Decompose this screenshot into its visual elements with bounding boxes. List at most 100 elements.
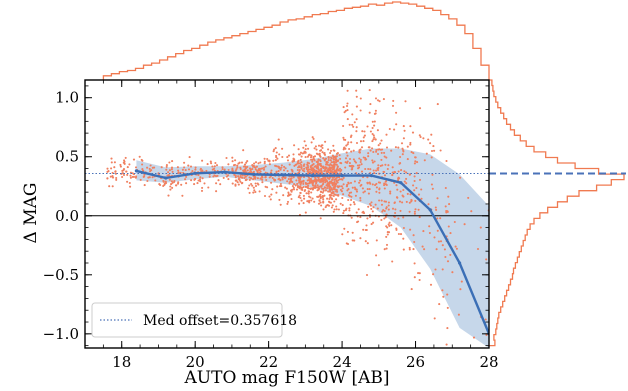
scatter-point: [286, 169, 289, 173]
scatter-point: [412, 248, 415, 251]
scatter-point: [414, 156, 417, 159]
scatter-point: [298, 162, 301, 165]
scatter-point: [304, 189, 307, 192]
scatter-point: [292, 158, 295, 161]
scatter-point: [326, 187, 329, 190]
scatter-point: [141, 163, 144, 166]
scatter-point: [294, 184, 297, 187]
scatter-point: [129, 185, 132, 188]
scatter-point: [310, 158, 313, 161]
scatter-point: [316, 195, 319, 198]
scatter-point: [406, 192, 409, 195]
scatter-point: [325, 162, 328, 165]
scatter-point: [302, 194, 305, 197]
scatter-point: [382, 170, 385, 173]
scatter-point: [444, 186, 447, 190]
scatter-point: [242, 149, 245, 152]
scatter-point: [386, 167, 389, 171]
scatter-point: [258, 167, 261, 170]
scatter-point: [408, 248, 411, 251]
scatter-point: [371, 120, 374, 123]
scatter-point: [393, 128, 396, 131]
scatter-point: [301, 169, 304, 172]
scatter-point: [459, 288, 462, 291]
scatter-point: [325, 160, 329, 163]
scatter-point: [394, 211, 397, 215]
scatter-point: [310, 199, 313, 202]
scatter-point: [336, 152, 339, 155]
scatter-point: [408, 201, 411, 204]
scatter-point: [196, 182, 199, 185]
median-point: [281, 173, 285, 177]
scatter-point: [352, 149, 355, 152]
scatter-point: [368, 215, 372, 219]
legend-box: [91, 302, 283, 338]
scatter-point: [414, 199, 417, 202]
scatter-point: [453, 220, 456, 224]
scatter-point: [288, 182, 291, 185]
scatter-point: [401, 201, 404, 204]
scatter-point: [278, 167, 281, 170]
scatter-point: [259, 170, 262, 173]
scatter-point: [322, 208, 325, 211]
scatter-point: [402, 216, 405, 219]
scatter-point: [281, 155, 284, 159]
scatter-point: [321, 146, 324, 150]
scatter-point: [308, 179, 311, 182]
x-axis-ticks: 18 20 22 24 26 28: [84, 80, 499, 371]
scatter-point: [198, 178, 202, 181]
scatter-point: [413, 162, 416, 165]
scatter-point: [303, 163, 306, 166]
scatter-point: [358, 149, 361, 152]
scatter-point: [423, 248, 426, 251]
scatter-point: [250, 182, 253, 186]
scatter-point: [187, 168, 191, 171]
scatter-point: [289, 193, 292, 196]
scatter-point: [275, 151, 278, 154]
scatter-point: [476, 247, 480, 251]
scatter-point: [242, 169, 245, 172]
scatter-point: [176, 166, 179, 169]
scatter-point: [225, 175, 228, 178]
scatter-point: [271, 188, 274, 191]
scatter-point: [307, 192, 310, 195]
scatter-point: [375, 190, 378, 193]
scatter-point: [372, 150, 375, 154]
scatter-point: [284, 186, 287, 189]
scatter-point: [263, 157, 266, 160]
scatter-point: [454, 245, 457, 248]
scatter-point: [427, 203, 430, 206]
scatter-point: [287, 154, 291, 157]
scatter-point: [403, 180, 406, 183]
scatter-point: [467, 196, 470, 199]
scatter-point: [346, 118, 349, 121]
scatter-point: [414, 160, 417, 163]
scatter-point: [472, 336, 476, 339]
scatter-point: [348, 207, 351, 210]
scatter-point: [170, 168, 173, 171]
scatter-point: [292, 153, 295, 156]
x-tick-label: 26: [406, 353, 425, 371]
scatter-point: [355, 141, 359, 145]
scatter-point: [268, 163, 271, 166]
scatter-point: [297, 153, 301, 156]
scatter-point: [409, 143, 412, 146]
scatter-point: [367, 192, 370, 195]
scatter-point: [215, 164, 219, 167]
scatter-point: [148, 167, 151, 170]
scatter-point: [233, 163, 237, 166]
scatter-point: [332, 157, 335, 161]
scatter-point: [197, 179, 200, 182]
scatter-point: [346, 89, 349, 92]
scatter-point: [252, 164, 255, 167]
scatter-point: [319, 197, 322, 200]
scatter-point: [355, 211, 358, 214]
scatter-point: [365, 158, 368, 161]
top-histogram-steps: [102, 1, 490, 80]
scatter-point: [151, 166, 154, 169]
scatter-point: [391, 174, 394, 177]
scatter-point: [344, 109, 347, 112]
scatter-point: [385, 156, 388, 159]
scatter-point: [339, 170, 342, 173]
scatter-point: [110, 167, 113, 170]
